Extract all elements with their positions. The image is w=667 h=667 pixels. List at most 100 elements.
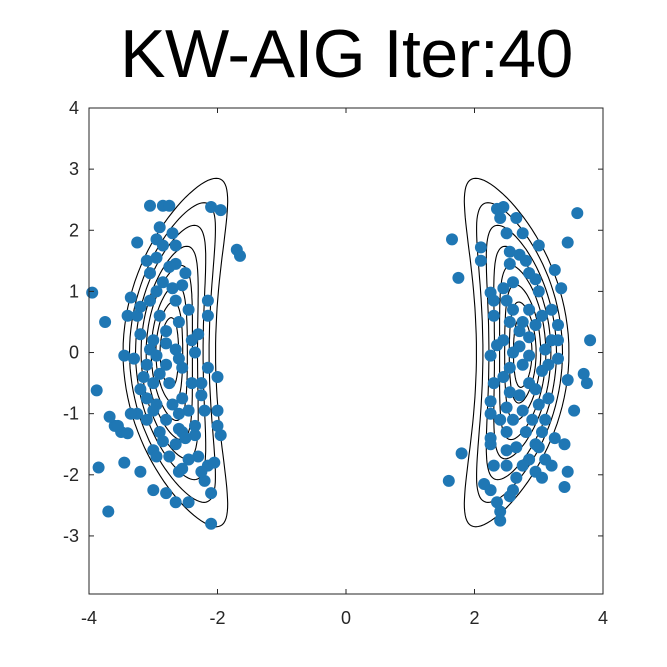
data-point (176, 279, 189, 292)
data-point (147, 377, 160, 390)
data-point (529, 383, 542, 396)
data-point (500, 444, 513, 457)
data-point (494, 505, 507, 518)
data-point (182, 404, 195, 417)
data-point (500, 401, 513, 414)
data-point (487, 377, 500, 390)
data-point (179, 432, 192, 445)
data-point (128, 352, 140, 365)
x-tick-label: -4 (81, 608, 97, 628)
data-point (208, 456, 221, 469)
data-point (510, 441, 523, 454)
data-point (163, 199, 176, 212)
data-point (172, 316, 185, 328)
data-point (497, 201, 510, 213)
data-point (532, 285, 545, 298)
data-point (484, 349, 497, 362)
data-point (150, 450, 163, 463)
data-point (140, 358, 153, 371)
data-point (147, 484, 160, 497)
data-point (140, 392, 153, 405)
data-point (500, 227, 513, 240)
data-point (150, 285, 163, 298)
data-point (205, 487, 218, 500)
data-point (555, 282, 568, 295)
data-point (195, 465, 208, 478)
data-point (523, 331, 536, 344)
data-point (160, 487, 173, 500)
data-point (86, 286, 99, 299)
data-point (558, 481, 571, 493)
data-point (198, 474, 211, 487)
data-point (529, 273, 542, 286)
data-point (118, 349, 131, 362)
data-point (548, 432, 561, 445)
data-point (545, 459, 558, 472)
data-point (192, 328, 205, 341)
data-point (494, 413, 507, 426)
data-point (539, 413, 552, 426)
data-point (211, 404, 224, 417)
data-point (561, 465, 574, 478)
data-point (189, 429, 201, 442)
data-point (147, 404, 160, 417)
x-tick-label: 2 (469, 608, 479, 628)
data-point (169, 343, 182, 356)
y-tick-label: 1 (69, 281, 79, 301)
data-point (176, 392, 189, 405)
data-point (519, 426, 532, 438)
data-point (153, 426, 166, 438)
data-point (577, 367, 590, 380)
data-point (548, 264, 561, 276)
data-point (160, 358, 173, 371)
data-point (542, 358, 555, 371)
data-point (137, 371, 150, 383)
data-point (552, 334, 564, 347)
x-tick-label: 4 (598, 608, 608, 628)
data-point (189, 346, 201, 359)
chart-title: KW-AIG Iter:40 (120, 16, 573, 92)
data-point (124, 291, 137, 304)
data-point (446, 233, 458, 246)
data-point (156, 239, 169, 252)
data-point (494, 212, 507, 224)
data-point (172, 422, 185, 435)
data-point (211, 419, 224, 432)
data-point (532, 398, 545, 411)
data-point (214, 429, 227, 442)
data-point (160, 325, 173, 338)
x-tick-label: 0 (341, 608, 351, 628)
data-point (507, 484, 519, 497)
data-point (150, 251, 163, 264)
data-point (153, 221, 166, 234)
data-point (552, 352, 564, 365)
data-point (532, 239, 545, 252)
contour-line-left-3 (140, 245, 199, 460)
data-point (160, 413, 173, 426)
data-point (484, 484, 497, 497)
data-point (571, 207, 584, 220)
data-point (169, 438, 182, 451)
data-point (500, 294, 513, 307)
data-point (536, 426, 548, 438)
data-point (487, 294, 500, 307)
data-point (542, 392, 555, 405)
data-point (103, 410, 116, 423)
data-point (102, 505, 115, 518)
data-point (169, 239, 182, 252)
data-point (163, 260, 176, 273)
data-point (214, 204, 227, 217)
data-point (131, 236, 144, 249)
data-point (442, 474, 455, 487)
data-point (510, 471, 523, 484)
data-point (484, 407, 497, 420)
data-point (140, 413, 153, 426)
data-point (172, 352, 185, 365)
data-point (474, 254, 487, 267)
data-point (584, 334, 597, 347)
x-tick-label: -2 (209, 608, 225, 628)
data-point (134, 300, 147, 313)
data-point (134, 383, 147, 396)
y-tick-label: -1 (63, 404, 79, 424)
